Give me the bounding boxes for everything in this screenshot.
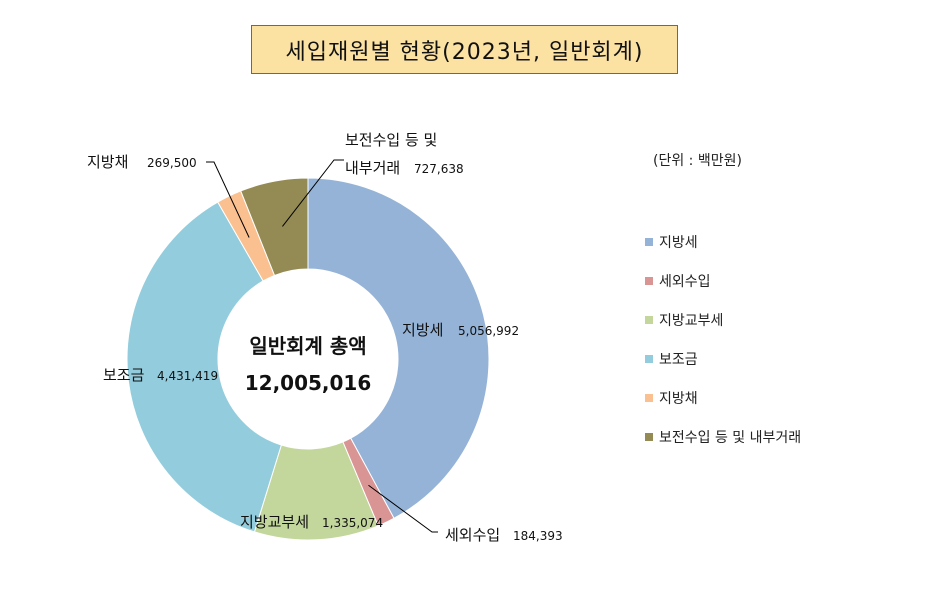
data-label-name-1: 지방세 [402, 321, 443, 339]
data-label-value-6: 727,638 [414, 162, 464, 176]
legend-label: 지방교부세 [659, 313, 724, 329]
legend-label: 보전수입 등 및 내부거래 [659, 430, 802, 446]
legend-swatch [645, 238, 653, 246]
legend-swatch [645, 394, 653, 402]
donut-slice-1 [307, 177, 490, 519]
leader-line-지방채 [206, 161, 250, 238]
data-label-name-6-line2: 내부거래 [345, 159, 400, 177]
data-label-name-6-line1: 보전수입 등 및 [345, 131, 437, 149]
unit-label: (단위 : 백만원) [653, 153, 742, 169]
legend-swatch [645, 316, 653, 324]
data-label-value-3: 1,335,074 [322, 516, 383, 530]
legend-label: 보조금 [659, 352, 698, 368]
legend-item-1: 지방세 [645, 232, 801, 252]
center-label-title: 일반회계 총액 [249, 334, 366, 358]
data-label-name-5: 지방채 [87, 153, 128, 171]
legend-item-4: 보조금 [645, 349, 801, 369]
legend-item-2: 세외수입 [645, 271, 801, 291]
legend-swatch [645, 277, 653, 285]
legend-label: 세외수입 [659, 274, 711, 290]
legend-label: 지방세 [659, 235, 698, 251]
center-label-total: 12,005,016 [245, 371, 372, 395]
legend-swatch [645, 433, 653, 441]
data-label-value-1: 5,056,992 [458, 324, 519, 338]
legend-item-3: 지방교부세 [645, 310, 801, 330]
legend-item-5: 지방채 [645, 388, 801, 408]
legend-item-6: 보전수입 등 및 내부거래 [645, 427, 801, 447]
leader-line-보전수입 [282, 159, 344, 227]
donut-slice-6 [240, 177, 309, 277]
data-label-value-4: 4,431,419 [157, 369, 218, 383]
data-label-name-2: 세외수입 [445, 526, 500, 544]
legend-swatch [645, 355, 653, 363]
chart-title: 세입재원별 현황(2023년, 일반회계) [251, 25, 678, 74]
data-label-value-2: 184,393 [513, 529, 563, 543]
data-label-value-5: 269,500 [147, 156, 197, 170]
donut-slice-4 [126, 201, 282, 533]
data-label-name-3: 지방교부세 [240, 513, 309, 531]
data-label-name-4: 보조금 [103, 366, 145, 384]
leader-line-세외수입 [368, 484, 438, 533]
legend-label: 지방채 [659, 391, 698, 407]
